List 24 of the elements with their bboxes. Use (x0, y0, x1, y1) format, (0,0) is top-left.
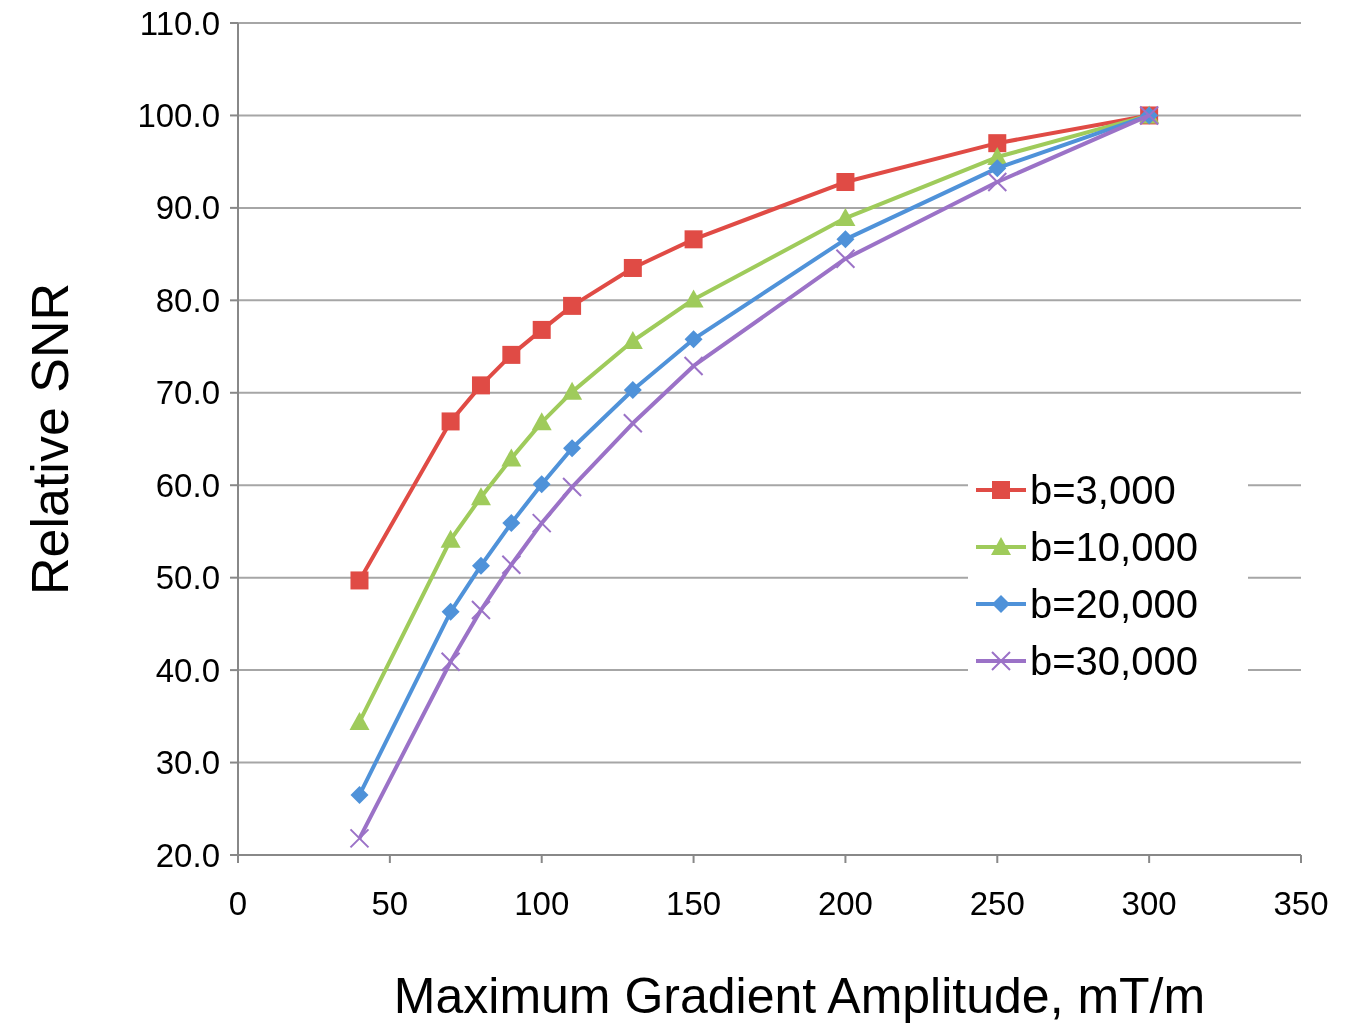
x-tick-label: 0 (228, 885, 248, 922)
y-tick-label: 80.0 (155, 281, 220, 319)
x-tick-label: 250 (969, 885, 1025, 922)
y-tick-label: 50.0 (155, 559, 220, 597)
legend-label: b=30,000 (1030, 639, 1198, 683)
y-tick-label: 20.0 (155, 836, 220, 874)
y-axis-title: Relative SNR (21, 282, 79, 596)
x-tick-label: 350 (1273, 885, 1329, 922)
legend-label: b=10,000 (1030, 525, 1198, 569)
y-tick-label: 90.0 (155, 189, 220, 227)
legend-label: b=3,000 (1030, 468, 1176, 512)
legend-label: b=20,000 (1030, 582, 1198, 626)
x-tick-label: 50 (371, 885, 409, 922)
x-tick-label: 300 (1121, 885, 1177, 922)
y-tick-label: 40.0 (155, 651, 220, 689)
x-axis-title: Maximum Gradient Amplitude, mT/m (393, 968, 1206, 1024)
y-tick-label: 70.0 (155, 374, 220, 412)
y-tick-label: 30.0 (155, 744, 220, 782)
x-tick-label: 100 (514, 885, 570, 922)
x-tick-label: 150 (666, 885, 722, 922)
y-tick-label: 100.0 (137, 96, 220, 134)
y-tick-label: 60.0 (155, 466, 220, 504)
y-tick-label: 110.0 (139, 4, 220, 42)
x-tick-label: 200 (817, 885, 873, 922)
